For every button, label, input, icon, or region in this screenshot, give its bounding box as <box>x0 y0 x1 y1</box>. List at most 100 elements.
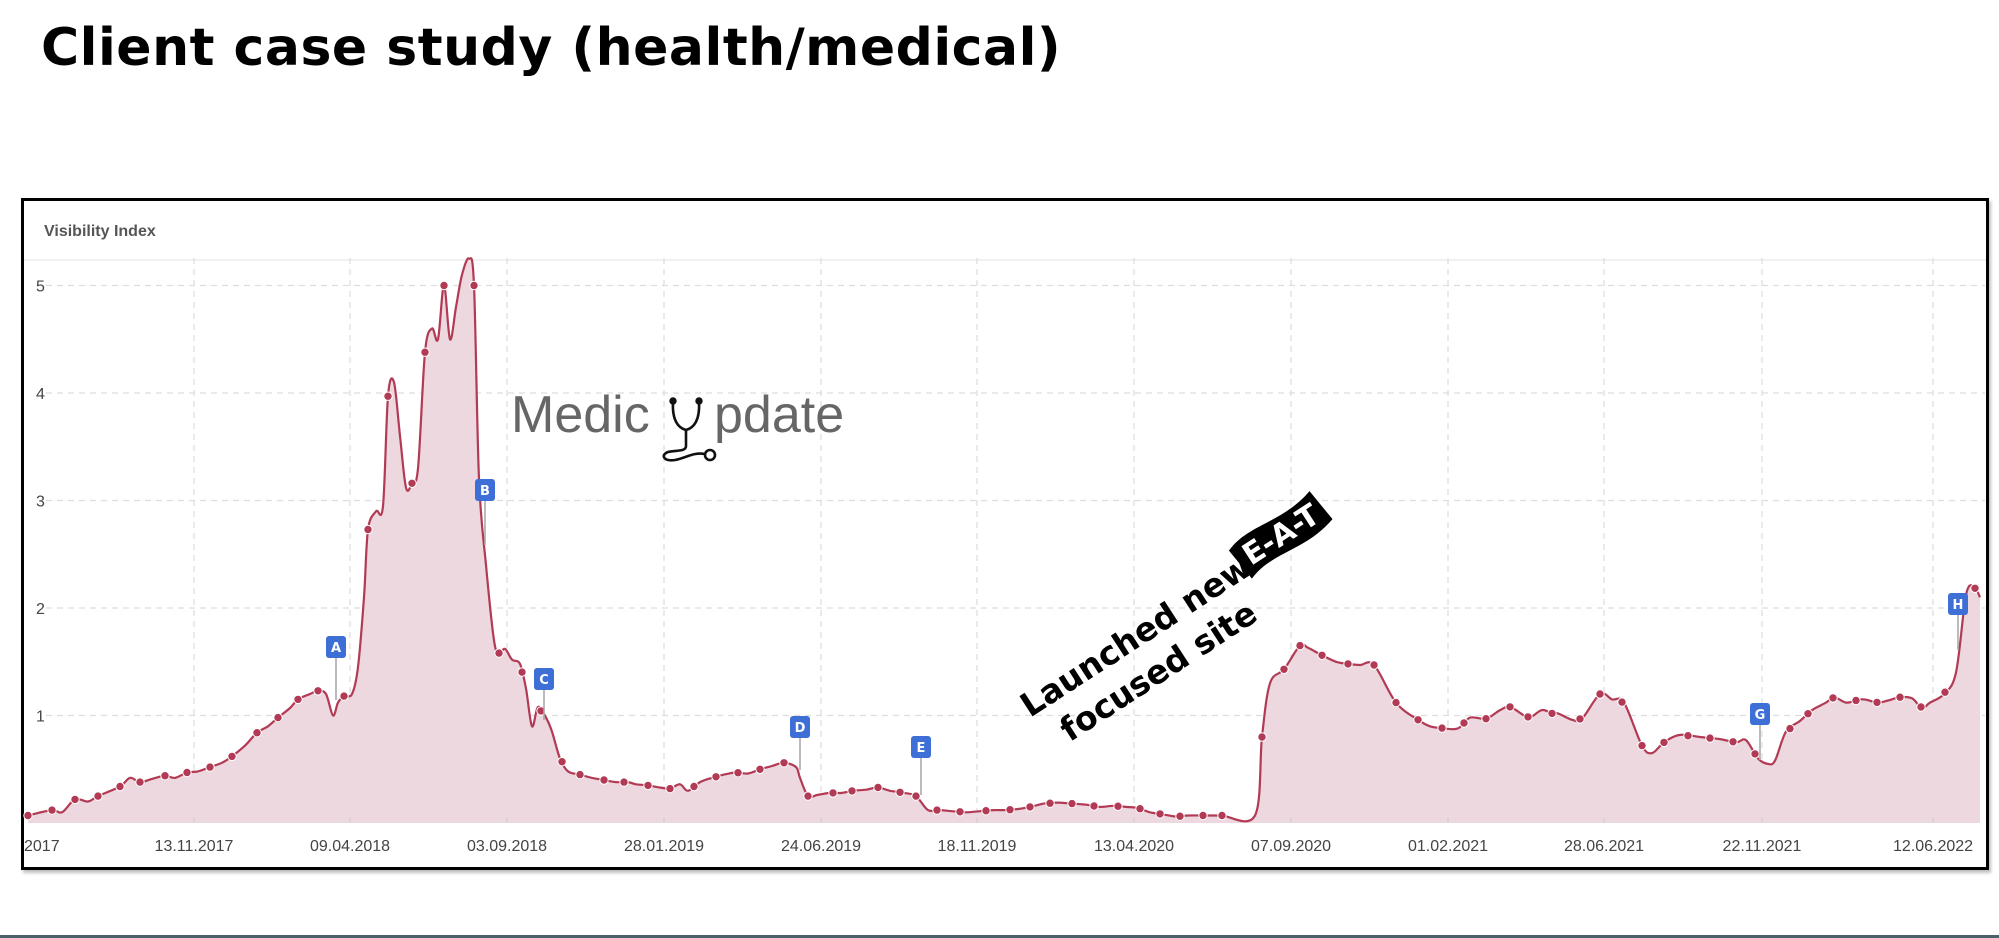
data-point[interactable] <box>1750 749 1760 759</box>
data-point[interactable] <box>1970 583 1980 593</box>
data-point[interactable] <box>273 712 283 723</box>
data-point[interactable] <box>1523 712 1533 722</box>
data-point[interactable] <box>420 347 430 357</box>
event-marker-c[interactable]: C <box>534 668 554 720</box>
data-point[interactable] <box>1067 798 1077 809</box>
data-point[interactable] <box>293 694 303 705</box>
data-point[interactable] <box>517 667 527 677</box>
data-point[interactable] <box>1595 689 1605 699</box>
data-point[interactable] <box>1005 805 1015 815</box>
data-point[interactable] <box>182 767 192 778</box>
data-point[interactable] <box>1505 702 1515 712</box>
data-point[interactable] <box>469 280 479 291</box>
data-point[interactable] <box>1413 715 1423 725</box>
data-point[interactable] <box>1155 809 1165 819</box>
data-point[interactable] <box>1728 737 1738 747</box>
data-point[interactable] <box>1175 811 1185 821</box>
data-point[interactable] <box>227 751 237 762</box>
data-point[interactable] <box>779 758 789 768</box>
data-point[interactable] <box>1135 804 1145 814</box>
event-marker-a[interactable]: A <box>326 636 346 700</box>
data-point[interactable] <box>955 807 965 817</box>
data-point[interactable] <box>1659 737 1669 748</box>
x-tick-label: 28.06.2021 <box>1564 838 1644 855</box>
data-point[interactable] <box>252 728 262 738</box>
stethoscope-icon <box>662 397 717 462</box>
data-point[interactable] <box>1851 695 1861 706</box>
data-point[interactable] <box>619 777 629 787</box>
data-point[interactable] <box>895 787 905 797</box>
event-marker-h[interactable]: H <box>1948 593 1968 650</box>
event-marker-g[interactable]: G <box>1750 703 1770 760</box>
data-point[interactable] <box>1089 801 1099 811</box>
data-point[interactable] <box>981 806 991 816</box>
data-point[interactable] <box>1481 714 1491 724</box>
x-tick-label: 24.06.2019 <box>781 838 861 855</box>
data-point[interactable] <box>1617 697 1627 707</box>
data-point[interactable] <box>643 780 653 791</box>
data-point[interactable] <box>47 805 57 815</box>
data-point[interactable] <box>1437 723 1447 733</box>
data-point[interactable] <box>1369 660 1379 670</box>
data-point[interactable] <box>93 791 103 801</box>
data-point[interactable] <box>1575 714 1585 724</box>
data-point[interactable] <box>911 791 921 801</box>
data-point[interactable] <box>135 777 145 787</box>
data-point[interactable] <box>1828 693 1838 703</box>
data-point[interactable] <box>23 810 33 821</box>
event-marker-e[interactable]: E <box>911 736 931 795</box>
data-point[interactable] <box>1198 810 1208 821</box>
data-point[interactable] <box>1803 709 1813 719</box>
data-point[interactable] <box>828 788 838 798</box>
data-point[interactable] <box>1317 650 1327 660</box>
svg-text:D: D <box>795 721 806 736</box>
data-point[interactable] <box>1705 733 1715 743</box>
data-point[interactable] <box>1916 702 1926 712</box>
data-point[interactable] <box>665 783 675 794</box>
data-point[interactable] <box>1391 697 1401 708</box>
data-point[interactable] <box>575 769 585 780</box>
x-tick-label: 13.11.2017 <box>155 838 234 855</box>
event-marker-b[interactable]: B <box>475 479 495 545</box>
data-point[interactable] <box>1113 801 1123 811</box>
data-point[interactable] <box>1940 687 1950 697</box>
data-point[interactable] <box>363 524 373 535</box>
event-marker-d[interactable]: D <box>790 716 810 770</box>
data-point[interactable] <box>1279 664 1289 674</box>
data-point[interactable] <box>755 764 765 774</box>
data-point[interactable] <box>689 781 699 792</box>
data-point[interactable] <box>160 771 170 781</box>
data-point[interactable] <box>1895 692 1905 702</box>
data-point[interactable] <box>932 805 942 815</box>
data-point[interactable] <box>557 757 567 767</box>
data-point[interactable] <box>536 706 546 716</box>
data-point[interactable] <box>873 782 883 793</box>
data-point[interactable] <box>1459 718 1469 728</box>
data-point[interactable] <box>1343 659 1353 669</box>
data-point[interactable] <box>494 648 504 658</box>
data-point[interactable] <box>1683 731 1693 741</box>
data-point[interactable] <box>1872 697 1882 708</box>
data-point[interactable] <box>439 280 449 291</box>
data-point[interactable] <box>803 791 813 801</box>
data-point[interactable] <box>1257 732 1267 742</box>
data-point[interactable] <box>115 781 125 792</box>
data-point[interactable] <box>1217 810 1227 821</box>
svg-text:B: B <box>480 484 490 499</box>
data-point[interactable] <box>1045 798 1055 808</box>
data-point[interactable] <box>599 775 609 785</box>
data-point[interactable] <box>383 391 393 401</box>
data-point[interactable] <box>1637 740 1647 751</box>
data-point[interactable] <box>1295 640 1305 651</box>
data-point[interactable] <box>1785 723 1795 734</box>
data-point[interactable] <box>70 794 80 805</box>
data-point[interactable] <box>1547 708 1557 719</box>
data-point[interactable] <box>1025 802 1035 812</box>
data-point[interactable] <box>313 686 323 696</box>
data-point[interactable] <box>847 786 857 796</box>
data-point[interactable] <box>407 478 417 488</box>
data-point[interactable] <box>205 762 215 772</box>
data-point[interactable] <box>339 691 349 701</box>
data-point[interactable] <box>711 772 721 782</box>
data-point[interactable] <box>733 768 743 778</box>
